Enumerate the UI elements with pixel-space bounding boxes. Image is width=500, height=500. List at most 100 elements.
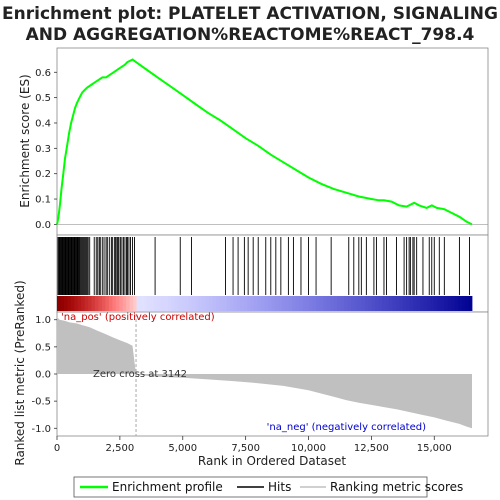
rank-strip-segment [302, 296, 307, 311]
rank-strip-segment [267, 296, 272, 311]
rank-strip-segment [447, 296, 452, 311]
rank-strip-segment [378, 296, 383, 311]
legend-ranking-label: Ranking metric scores [330, 480, 463, 494]
metric-x-ticks: 0 2,500 5,000 7,500 10,000 12,500 15,000 [54, 436, 452, 454]
rank-strip-segment [395, 296, 400, 311]
chart-title-line-2: AND AGGREGATION%REACTOME%REACT_798.4 [26, 25, 475, 45]
rank-strip-segment [146, 296, 151, 311]
rank-strip-segment [389, 296, 393, 311]
rank-strip-segment [306, 296, 310, 311]
rank-strip-segment [122, 296, 127, 311]
rank-strip-segment [437, 296, 442, 311]
metric-x-axis-label: Rank in Ordered Dataset [198, 454, 346, 468]
rank-strip-segment [413, 296, 418, 311]
legend: Enrichment profile Hits Ranking metric s… [73, 476, 463, 498]
rank-strip-segment [223, 296, 227, 311]
rank-strip-segment [468, 296, 473, 311]
rank-strip-segment [119, 296, 124, 311]
metric-xtick-label: 10,000 [291, 443, 326, 454]
metric-y-axis-label: Ranked list metric (PreRanked) [13, 280, 27, 465]
rank-strip-segment [143, 296, 148, 311]
metric-panel: -1.0 -0.5 0.0 0.5 1.0 0 2,500 5,000 7,500 10,000… [13, 280, 489, 468]
rank-strip-segment [330, 296, 335, 311]
rank-strip-segment [440, 296, 445, 311]
rank-strip-segment [465, 296, 469, 311]
rank-strip-segment [160, 296, 165, 311]
rank-strip-segment [288, 296, 293, 311]
rank-strip-segment [88, 296, 92, 311]
rank-strip-segment [60, 296, 65, 311]
metric-ytick-label: -1.0 [31, 424, 51, 435]
es-ytick-label: 0.0 [35, 220, 51, 231]
rank-strip-segment [430, 296, 435, 311]
zero-cross-label: Zero cross at 3142 [93, 369, 187, 380]
es-ytick-label: 0.3 [35, 144, 51, 155]
rank-strip-segment [281, 296, 286, 311]
es-ytick-label: 0.1 [35, 195, 51, 206]
chart-title: Enrichment plot: PLATELET ACTIVATION, SI… [2, 4, 498, 45]
enrichment-profile-line [56, 58, 473, 226]
rank-strip-segment [323, 296, 328, 311]
metric-ytick-label: 0.5 [35, 342, 51, 353]
rank-strip-segment [423, 296, 428, 311]
rank-strip-segment [188, 296, 193, 311]
metric-xtick-label: 15,000 [417, 443, 452, 454]
rank-strip-segment [420, 296, 424, 311]
rank-strip-segment [84, 296, 89, 311]
rank-strip-segment [278, 296, 283, 311]
rank-strip-segment [81, 296, 86, 311]
rank-strip-segment [136, 296, 141, 311]
rank-strip-segment [167, 296, 172, 311]
negative-correlation-label: 'na_neg' (negatively correlated) [267, 422, 426, 433]
rank-strip-segment [181, 296, 186, 311]
rank-strip-segment [326, 296, 331, 311]
rank-strip-segment [219, 296, 224, 311]
rank-strip-segment [133, 296, 137, 311]
rank-strip-segment [454, 296, 459, 311]
rank-strip-segment [433, 296, 438, 311]
rank-strip-segment [309, 296, 314, 311]
rank-strip-segment [57, 296, 61, 311]
es-ytick-label: 0.5 [35, 93, 51, 104]
rank-strip-segment [212, 296, 217, 311]
metric-xtick-label: 12,500 [354, 443, 389, 454]
rank-strip-segment [371, 296, 376, 311]
rank-strip-segment [361, 296, 366, 311]
rank-strip-segment [233, 296, 238, 311]
rank-strip-segment [427, 296, 431, 311]
rank-strip-segment [382, 296, 386, 311]
legend-enrichment-label: Enrichment profile [112, 480, 223, 494]
rank-strip-segment [406, 296, 411, 311]
rank-strip-segment [205, 296, 210, 311]
rank-strip-segment [316, 296, 321, 311]
rank-strip-segment [202, 296, 207, 311]
metric-ytick-label: 1.0 [35, 315, 51, 326]
rank-strip-segment [240, 296, 245, 311]
rank-strip-segment [250, 296, 255, 311]
rank-strip-segment [115, 296, 120, 311]
legend-hits-label: Hits [268, 480, 291, 494]
rank-strip-segment [63, 296, 68, 311]
rank-strip-segment [312, 296, 317, 311]
rank-strip-segment [247, 296, 252, 311]
metric-xtick-label: 7,500 [231, 443, 260, 454]
rank-strip-segment [385, 296, 390, 311]
rank-strip-segment [191, 296, 196, 311]
es-ytick-label: 0.2 [35, 169, 51, 180]
rank-strip-segment [264, 296, 269, 311]
rank-strip-segment [292, 296, 297, 311]
rank-strip-segment [319, 296, 324, 311]
rank-strip-segment [271, 296, 276, 311]
rank-strip-segment [126, 296, 131, 311]
rank-strip-segment [112, 296, 117, 311]
rank-strip-segment [195, 296, 200, 311]
metric-xtick-label: 0 [54, 443, 60, 454]
rank-strip-segment [129, 296, 134, 311]
rank-strip-segment [350, 296, 355, 311]
metric-ytick-label: 0.0 [35, 370, 51, 381]
rank-strip-segment [67, 296, 72, 311]
es-panel: 0.0 0.1 0.2 0.3 0.4 0.5 0.6 Enrichment score (… [18, 47, 489, 236]
rank-strip-segment [236, 296, 241, 311]
rank-strip-segment [392, 296, 397, 311]
rank-strip-segment [461, 296, 466, 311]
